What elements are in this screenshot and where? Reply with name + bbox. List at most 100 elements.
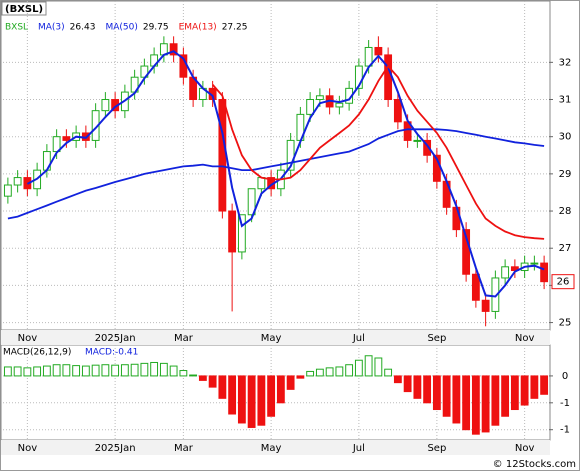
candle-body (374, 46, 383, 56)
candle-body (413, 139, 422, 142)
macd-bar (471, 375, 480, 435)
candle-body (257, 177, 266, 190)
candle-body (540, 262, 549, 283)
y-tick-label: 0 (562, 371, 568, 382)
macd-bar (540, 375, 549, 395)
x-tick-label: Nov (515, 333, 535, 344)
candle-body (218, 99, 227, 212)
macd-title: MACD(26,12,9) (3, 348, 71, 358)
candle-body (462, 229, 471, 275)
legend-name: EMA(13) (179, 23, 217, 33)
macd-bar (481, 375, 490, 433)
candle-body (3, 184, 12, 197)
macd-bar (530, 375, 539, 399)
last-price-label: 26 (557, 277, 570, 288)
x-tick-label: 2025Jan (95, 443, 136, 454)
macd-bar (101, 364, 110, 377)
last-price-box (551, 274, 575, 290)
macd-bar (423, 375, 432, 404)
candle-body (315, 95, 324, 101)
candle-body (491, 277, 500, 312)
candle-body (13, 177, 22, 186)
y-tick-label: -1 (560, 398, 570, 409)
x-tick-label: Sep (427, 333, 446, 344)
y-tick-label: 29 (559, 169, 572, 180)
macd-bar (432, 375, 441, 411)
macd-bar (403, 375, 412, 393)
macd-bar (452, 375, 461, 424)
indicator-line (26, 50, 545, 298)
macd-bar (315, 368, 324, 377)
macd-bar (189, 374, 198, 377)
legend-ticker: BXSL (5, 23, 28, 33)
candle-body (471, 273, 480, 301)
macd-bar (345, 364, 354, 377)
macd-bar (218, 375, 227, 399)
x-axis-band (1, 330, 550, 345)
macd-bar (520, 375, 529, 406)
candle-body (423, 139, 432, 156)
macd-bar (23, 367, 32, 377)
macd-bar (491, 375, 500, 426)
macd-bar (247, 375, 256, 428)
legend-name: MA(50) (105, 23, 137, 33)
macd-bar (325, 367, 334, 377)
legend-name: MA(3) (38, 23, 65, 33)
candle-body (169, 43, 178, 56)
macd-bar (91, 364, 100, 377)
candle-body (384, 54, 393, 101)
y-tick-label: 27 (559, 243, 572, 254)
macd-value: MACD:-0.41 (85, 348, 138, 358)
macd-bar (120, 364, 129, 377)
macd-bar (111, 364, 120, 377)
x-tick-label: May (261, 443, 282, 454)
macd-bar (267, 375, 276, 417)
x-tick-label: May (261, 333, 282, 344)
macd-bar (354, 359, 363, 377)
candle-body (101, 99, 110, 112)
title-box (1, 1, 47, 16)
x-axis-band (1, 440, 550, 455)
macd-bar (393, 375, 402, 384)
macd-bar (3, 366, 12, 377)
macd-bar (130, 363, 139, 377)
candle-body (335, 102, 344, 108)
macd-bar (442, 375, 451, 417)
legend-value: 27.25 (222, 23, 248, 33)
x-tick-label: Mar (174, 443, 194, 454)
macd-bar (296, 375, 305, 379)
candle-body (237, 214, 246, 253)
macd-bar (384, 368, 393, 377)
macd-bar (140, 362, 149, 377)
x-tick-label: Mar (174, 333, 194, 344)
candle-body (228, 210, 237, 253)
candle-body (306, 99, 315, 115)
macd-bar (159, 362, 168, 377)
macd-bar (237, 375, 246, 424)
macd-bar (198, 375, 207, 381)
footer: © 12Stocks.com (493, 459, 576, 470)
candle-body (62, 136, 71, 141)
macd-bar (62, 364, 71, 377)
macd-bar (413, 375, 422, 399)
macd-bar (501, 375, 510, 417)
macd-bar (179, 370, 188, 377)
y-tick-label: 28 (559, 206, 572, 217)
y-tick-label: 31 (559, 95, 572, 106)
macd-bar (52, 364, 61, 377)
x-tick-label: Sep (427, 443, 446, 454)
macd-bar (169, 365, 178, 377)
macd-bar (13, 366, 22, 377)
macd-bar (208, 375, 217, 388)
legend-value: 29.75 (143, 23, 169, 33)
candle-body (393, 99, 402, 123)
y-tick-label: 30 (559, 132, 572, 143)
y-tick-label: 25 (559, 318, 572, 329)
indicator-line (7, 128, 545, 220)
macd-bar (374, 357, 383, 377)
macd-bar (42, 365, 51, 377)
macd-bar (150, 361, 159, 377)
macd-bar (462, 375, 471, 431)
candle-body (501, 266, 510, 279)
